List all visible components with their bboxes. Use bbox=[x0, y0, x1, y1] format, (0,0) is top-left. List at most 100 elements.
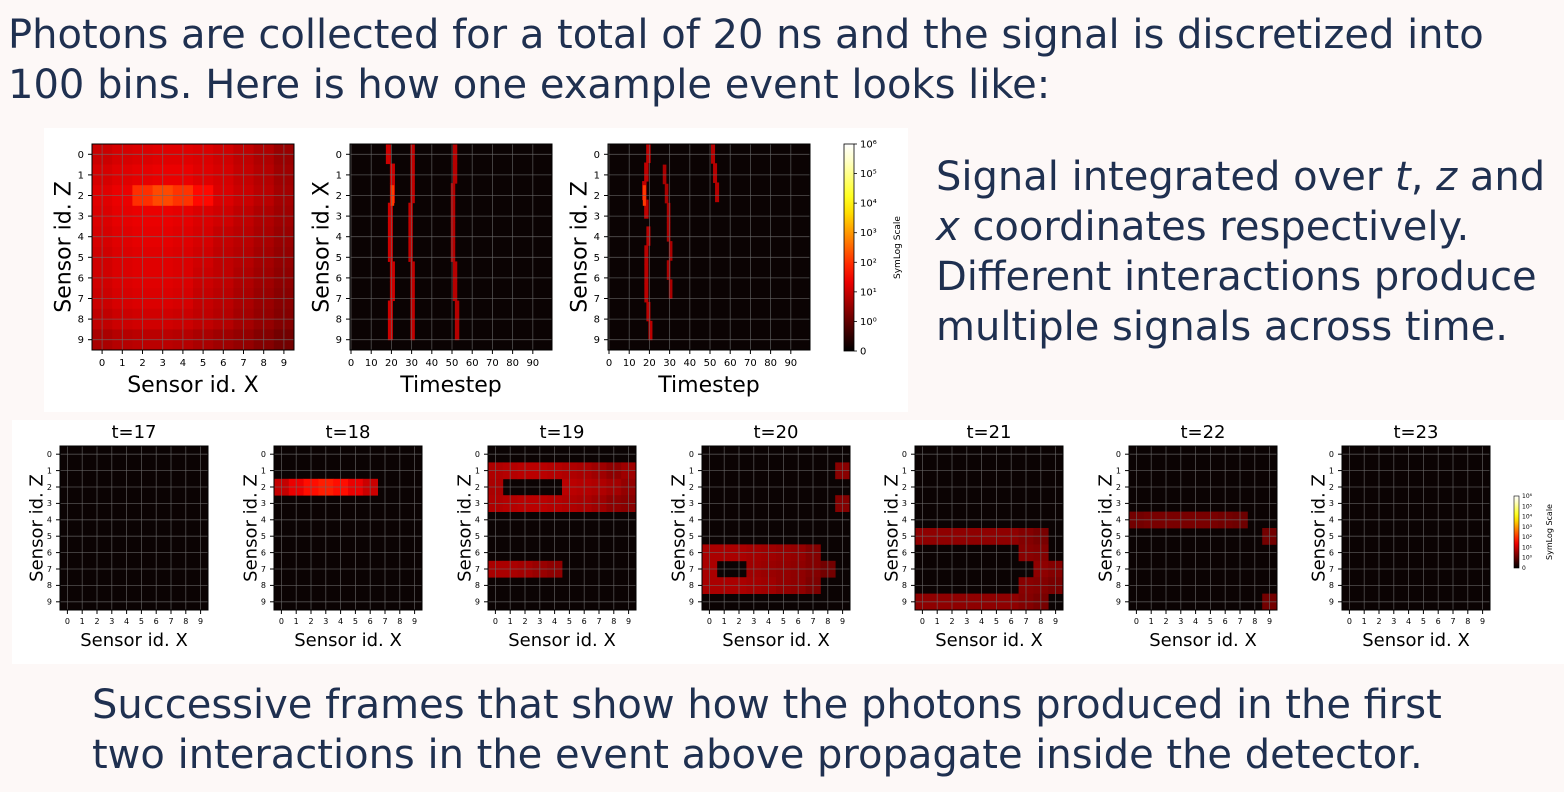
colorbar-tick-label: 10⁶ bbox=[860, 140, 877, 151]
signal-streak-segment bbox=[389, 261, 395, 282]
x-tick-label: 2 bbox=[1376, 617, 1381, 626]
y-axis-label: Sensor id. Z bbox=[567, 181, 592, 313]
signal-streak-segment bbox=[410, 300, 415, 321]
y-tick-label: 2 bbox=[1116, 483, 1121, 492]
y-tick-label: 7 bbox=[47, 565, 52, 574]
y-tick-label: 3 bbox=[1116, 499, 1121, 508]
colorbar: 0 10⁰ 10¹ 10² 10³ 10⁴ 10⁵ 10⁶ SymLog Scale bbox=[843, 140, 903, 358]
x-tick-label: 8 bbox=[1465, 617, 1470, 626]
signal-streak-segment bbox=[410, 261, 415, 282]
y-tick-label: 8 bbox=[47, 581, 52, 590]
x-tick-label: 3 bbox=[537, 617, 542, 626]
x-tick-label: 2 bbox=[94, 617, 99, 626]
x-tick-label: 20 bbox=[643, 358, 656, 369]
x-tick-label: 0 bbox=[707, 617, 712, 626]
y-axis-label: Sensor id. Z bbox=[241, 474, 262, 582]
x-tick-label: 2 bbox=[736, 617, 741, 626]
colorbar-tick-label: 0 bbox=[860, 347, 866, 358]
y-tick-label: 9 bbox=[1116, 598, 1121, 607]
y-tick-label: 5 bbox=[78, 253, 84, 264]
x-tick-label: 2 bbox=[1163, 617, 1168, 626]
x-tick-label: 5 bbox=[1208, 617, 1213, 626]
y-tick-label: 6 bbox=[689, 548, 694, 557]
signal-streak-segment bbox=[387, 320, 393, 341]
signal-streak-segment bbox=[668, 279, 673, 299]
x-tick-label: 50 bbox=[446, 358, 459, 369]
x-tick-label: 1 bbox=[1362, 617, 1367, 626]
y-tick-label: 4 bbox=[902, 516, 907, 525]
y-tick-label: 7 bbox=[689, 565, 694, 574]
y-tick-label: 3 bbox=[336, 212, 342, 223]
x-axis-label: Sensor id. X bbox=[1149, 630, 1257, 651]
x-tick-label: 8 bbox=[611, 617, 616, 626]
x-tick-label: 5 bbox=[353, 617, 358, 626]
side-line1-pre: Signal integrated over bbox=[936, 154, 1396, 200]
y-axis-label: Sensor id. X bbox=[309, 181, 334, 313]
y-tick-label: 5 bbox=[261, 532, 266, 541]
x-tick-label: 4 bbox=[1406, 617, 1411, 626]
x-tick-label: 9 bbox=[1053, 617, 1058, 626]
x-axis-label: Timestep bbox=[399, 373, 501, 398]
x-tick-label: 9 bbox=[840, 617, 845, 626]
colorbar-tick-label: 10¹ bbox=[860, 287, 877, 298]
x-tick-label: 30 bbox=[405, 358, 418, 369]
x-tick-label: 3 bbox=[109, 617, 114, 626]
signal-streak-segment bbox=[715, 182, 720, 203]
frames-colorbar: 0 10⁰ 10¹ 10² 10³ 10⁴ 10⁵ 10⁶ SymLog Scale bbox=[1513, 493, 1554, 572]
frame-title: t=21 bbox=[966, 422, 1011, 443]
y-tick-label: 3 bbox=[261, 499, 266, 508]
x-tick-label: 4 bbox=[124, 617, 129, 626]
x-axis-label: Sensor id. X bbox=[127, 373, 259, 398]
x-tick-label: 0 bbox=[1347, 617, 1352, 626]
y-tick-label: 5 bbox=[689, 532, 694, 541]
x-axis-label: Timestep bbox=[657, 373, 759, 398]
y-axis-label: Sensor id. Z bbox=[27, 474, 48, 582]
x-tick-label: 3 bbox=[1391, 617, 1396, 626]
signal-streak-segment bbox=[410, 183, 415, 204]
y-tick-label: 5 bbox=[902, 532, 907, 541]
signal-streak-segment bbox=[666, 260, 671, 280]
y-tick-label: 3 bbox=[902, 499, 907, 508]
signal-streak-segment bbox=[387, 202, 393, 223]
plot-frame bbox=[487, 445, 637, 611]
signal-streak-segment bbox=[666, 221, 671, 242]
y-tick-label: 2 bbox=[261, 483, 266, 492]
plot-frame bbox=[701, 445, 851, 611]
y-tick-label: 8 bbox=[475, 581, 480, 590]
signal-streak-segment bbox=[389, 163, 395, 184]
x-tick-label: 6 bbox=[1436, 617, 1441, 626]
plot-frame bbox=[59, 445, 209, 611]
x-tick-label: 20 bbox=[385, 358, 398, 369]
x-tick-label: 9 bbox=[281, 358, 287, 369]
signal-streak-segment bbox=[410, 320, 415, 341]
x-tick-label: 6 bbox=[368, 617, 373, 626]
y-tick-label: 0 bbox=[47, 450, 52, 459]
x-tick-label: 3 bbox=[1178, 617, 1183, 626]
signal-streak-segment bbox=[648, 320, 653, 341]
x-tick-label: 1 bbox=[935, 617, 940, 626]
plot-frame bbox=[1341, 445, 1491, 611]
x-tick-label: 4 bbox=[338, 617, 343, 626]
y-tick-label: 0 bbox=[902, 450, 907, 459]
x-tick-label: 8 bbox=[1038, 617, 1043, 626]
frame-title: t=23 bbox=[1393, 422, 1438, 443]
x-tick-label: 3 bbox=[964, 617, 969, 626]
y-axis-label: Sensor id. Z bbox=[1096, 474, 1117, 582]
y-tick-label: 0 bbox=[1329, 450, 1334, 459]
y-tick-label: 3 bbox=[594, 212, 600, 223]
integrated-heatmaps-panel: 0 1 2 3 4 5 6 7 8 9 0 1 2 3 4 5 6 7 8 9 Sensor id. X Sensor i… bbox=[44, 128, 908, 412]
y-tick-label: 7 bbox=[594, 294, 600, 305]
x-tick-label: 7 bbox=[1237, 617, 1242, 626]
x-tick-label: 2 bbox=[308, 617, 313, 626]
heatmap-integrated-t: 0 1 2 3 4 5 6 7 8 9 0 1 2 3 4 5 6 7 8 9 Sensor id. X Sensor i… bbox=[51, 143, 295, 398]
y-tick-label: 6 bbox=[78, 273, 84, 284]
x-tick-label: 7 bbox=[382, 617, 387, 626]
signal-streak-segment bbox=[410, 280, 415, 302]
colorbar-tick-label: 10⁴ bbox=[860, 199, 877, 210]
y-tick-label: 3 bbox=[47, 499, 52, 508]
y-tick-label: 7 bbox=[1329, 565, 1334, 574]
plot-frame bbox=[273, 445, 423, 611]
